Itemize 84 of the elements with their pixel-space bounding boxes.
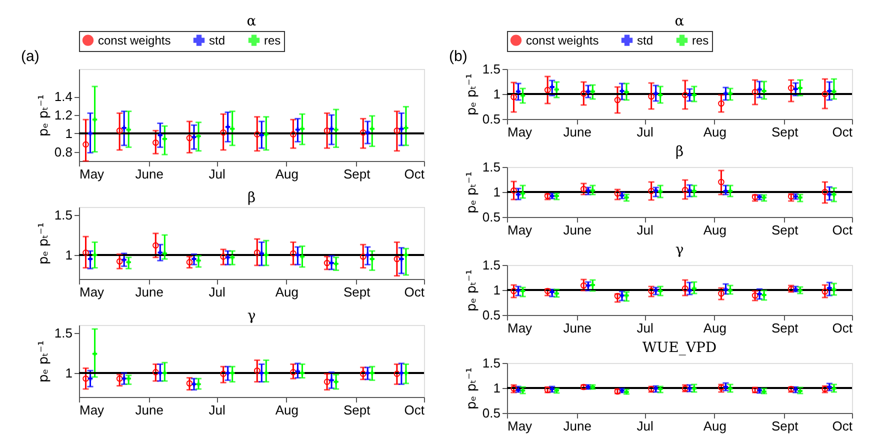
legend-label: res (264, 33, 281, 48)
x-tick-label: Aug (703, 124, 727, 140)
x-tick-label: Jul (636, 222, 654, 238)
y-tick-label: 1.5 (482, 258, 500, 272)
x-tick-label: Oct (832, 418, 853, 434)
y-tick-label: 1.5 (482, 356, 500, 370)
y-tick-label: 1.5 (482, 160, 500, 174)
x-tick-label: May (80, 402, 105, 418)
x-tick-label: May (80, 166, 105, 182)
x-tick-label: June (563, 124, 592, 140)
y-axis-title: pₑ pₜ⁻¹ (36, 222, 52, 264)
y-tick-label: 0.5 (482, 406, 500, 420)
chart-title: γ (247, 308, 256, 324)
x-tick-label: Sept (771, 124, 799, 140)
x-tick-label: Oct (404, 402, 425, 418)
x-tick-label: May (508, 222, 533, 238)
x-tick-label: Jul (208, 166, 226, 182)
y-tick-label: 0.5 (482, 210, 500, 224)
x-tick-label: Aug (275, 284, 299, 300)
x-tick-label: June (563, 222, 592, 238)
x-tick-label: June (135, 166, 164, 182)
y-tick-label: 1 (65, 248, 72, 262)
chart-title: α (246, 14, 257, 30)
legend-label: res (692, 33, 709, 48)
legend-label: const weights (98, 33, 171, 48)
x-tick-label: Sept (771, 418, 799, 434)
legend-label: std (209, 33, 226, 48)
x-tick-label: June (563, 320, 592, 336)
x-tick-label: May (508, 124, 533, 140)
chart-title: β (247, 190, 256, 206)
x-tick-label: Jul (636, 124, 654, 140)
y-tick-label: 1 (65, 366, 72, 380)
text: (b) (449, 48, 468, 65)
y-tick-label: 0.8 (54, 144, 72, 160)
x-tick-label: Sept (771, 222, 799, 238)
y-axis-title: pₑ pₜ⁻¹ (36, 94, 52, 136)
x-tick-label: Jul (636, 320, 654, 336)
y-axis-title: pₑ pₜ⁻¹ (464, 270, 480, 312)
legend-label: const weights (526, 33, 599, 48)
x-tick-label: Oct (832, 320, 853, 336)
x-tick-label: Sept (343, 166, 371, 182)
x-tick-label: Sept (343, 402, 371, 418)
x-tick-label: Sept (771, 320, 799, 336)
x-tick-label: Oct (832, 124, 853, 140)
x-tick-label: May (508, 320, 533, 336)
y-axis-title: pₑ pₜ⁻¹ (464, 368, 480, 410)
y-tick-label: 1 (493, 282, 500, 298)
y-tick-label: 1 (65, 126, 72, 141)
chart-title: α (674, 14, 685, 30)
y-axis-title: pₑ pₜ⁻¹ (36, 340, 52, 382)
text: (a) (21, 48, 40, 65)
x-tick-label: Oct (832, 222, 853, 238)
y-tick-label: 0.5 (482, 308, 500, 322)
x-tick-label: Aug (703, 222, 727, 238)
y-tick-label: 0.5 (482, 112, 500, 126)
y-axis-title: pₑ pₜ⁻¹ (464, 74, 480, 116)
x-tick-label: June (135, 284, 164, 300)
x-tick-label: June (135, 402, 164, 418)
x-tick-label: Aug (703, 418, 727, 434)
x-tick-label: June (563, 418, 592, 434)
x-tick-label: Aug (275, 402, 299, 418)
x-tick-label: May (80, 284, 105, 300)
y-tick-label: 1 (493, 86, 500, 102)
x-tick-label: Aug (275, 166, 299, 182)
x-tick-label: Oct (404, 284, 425, 300)
y-tick-label: 1 (493, 380, 500, 396)
y-tick-label: 1.4 (54, 89, 72, 104)
x-tick-label: Sept (343, 284, 371, 300)
y-axis-title: pₑ pₜ⁻¹ (464, 172, 480, 214)
x-tick-label: Oct (404, 166, 425, 182)
x-tick-label: May (508, 418, 533, 434)
x-tick-label: Jul (208, 402, 226, 418)
x-tick-label: Aug (703, 320, 727, 336)
chart-title: γ (675, 242, 684, 258)
legend-label: std (637, 33, 654, 48)
y-tick-label: 1 (493, 184, 500, 200)
y-tick-label: 1.5 (54, 208, 72, 222)
chart-title: β (675, 144, 684, 160)
y-tick-label: 1.5 (54, 326, 72, 340)
x-tick-label: Jul (208, 284, 226, 300)
y-tick-label: 1.5 (482, 62, 500, 76)
x-tick-label: Jul (636, 418, 654, 434)
chart-title: WUE_VPD (642, 340, 717, 356)
y-tick-label: 1.2 (54, 108, 72, 122)
